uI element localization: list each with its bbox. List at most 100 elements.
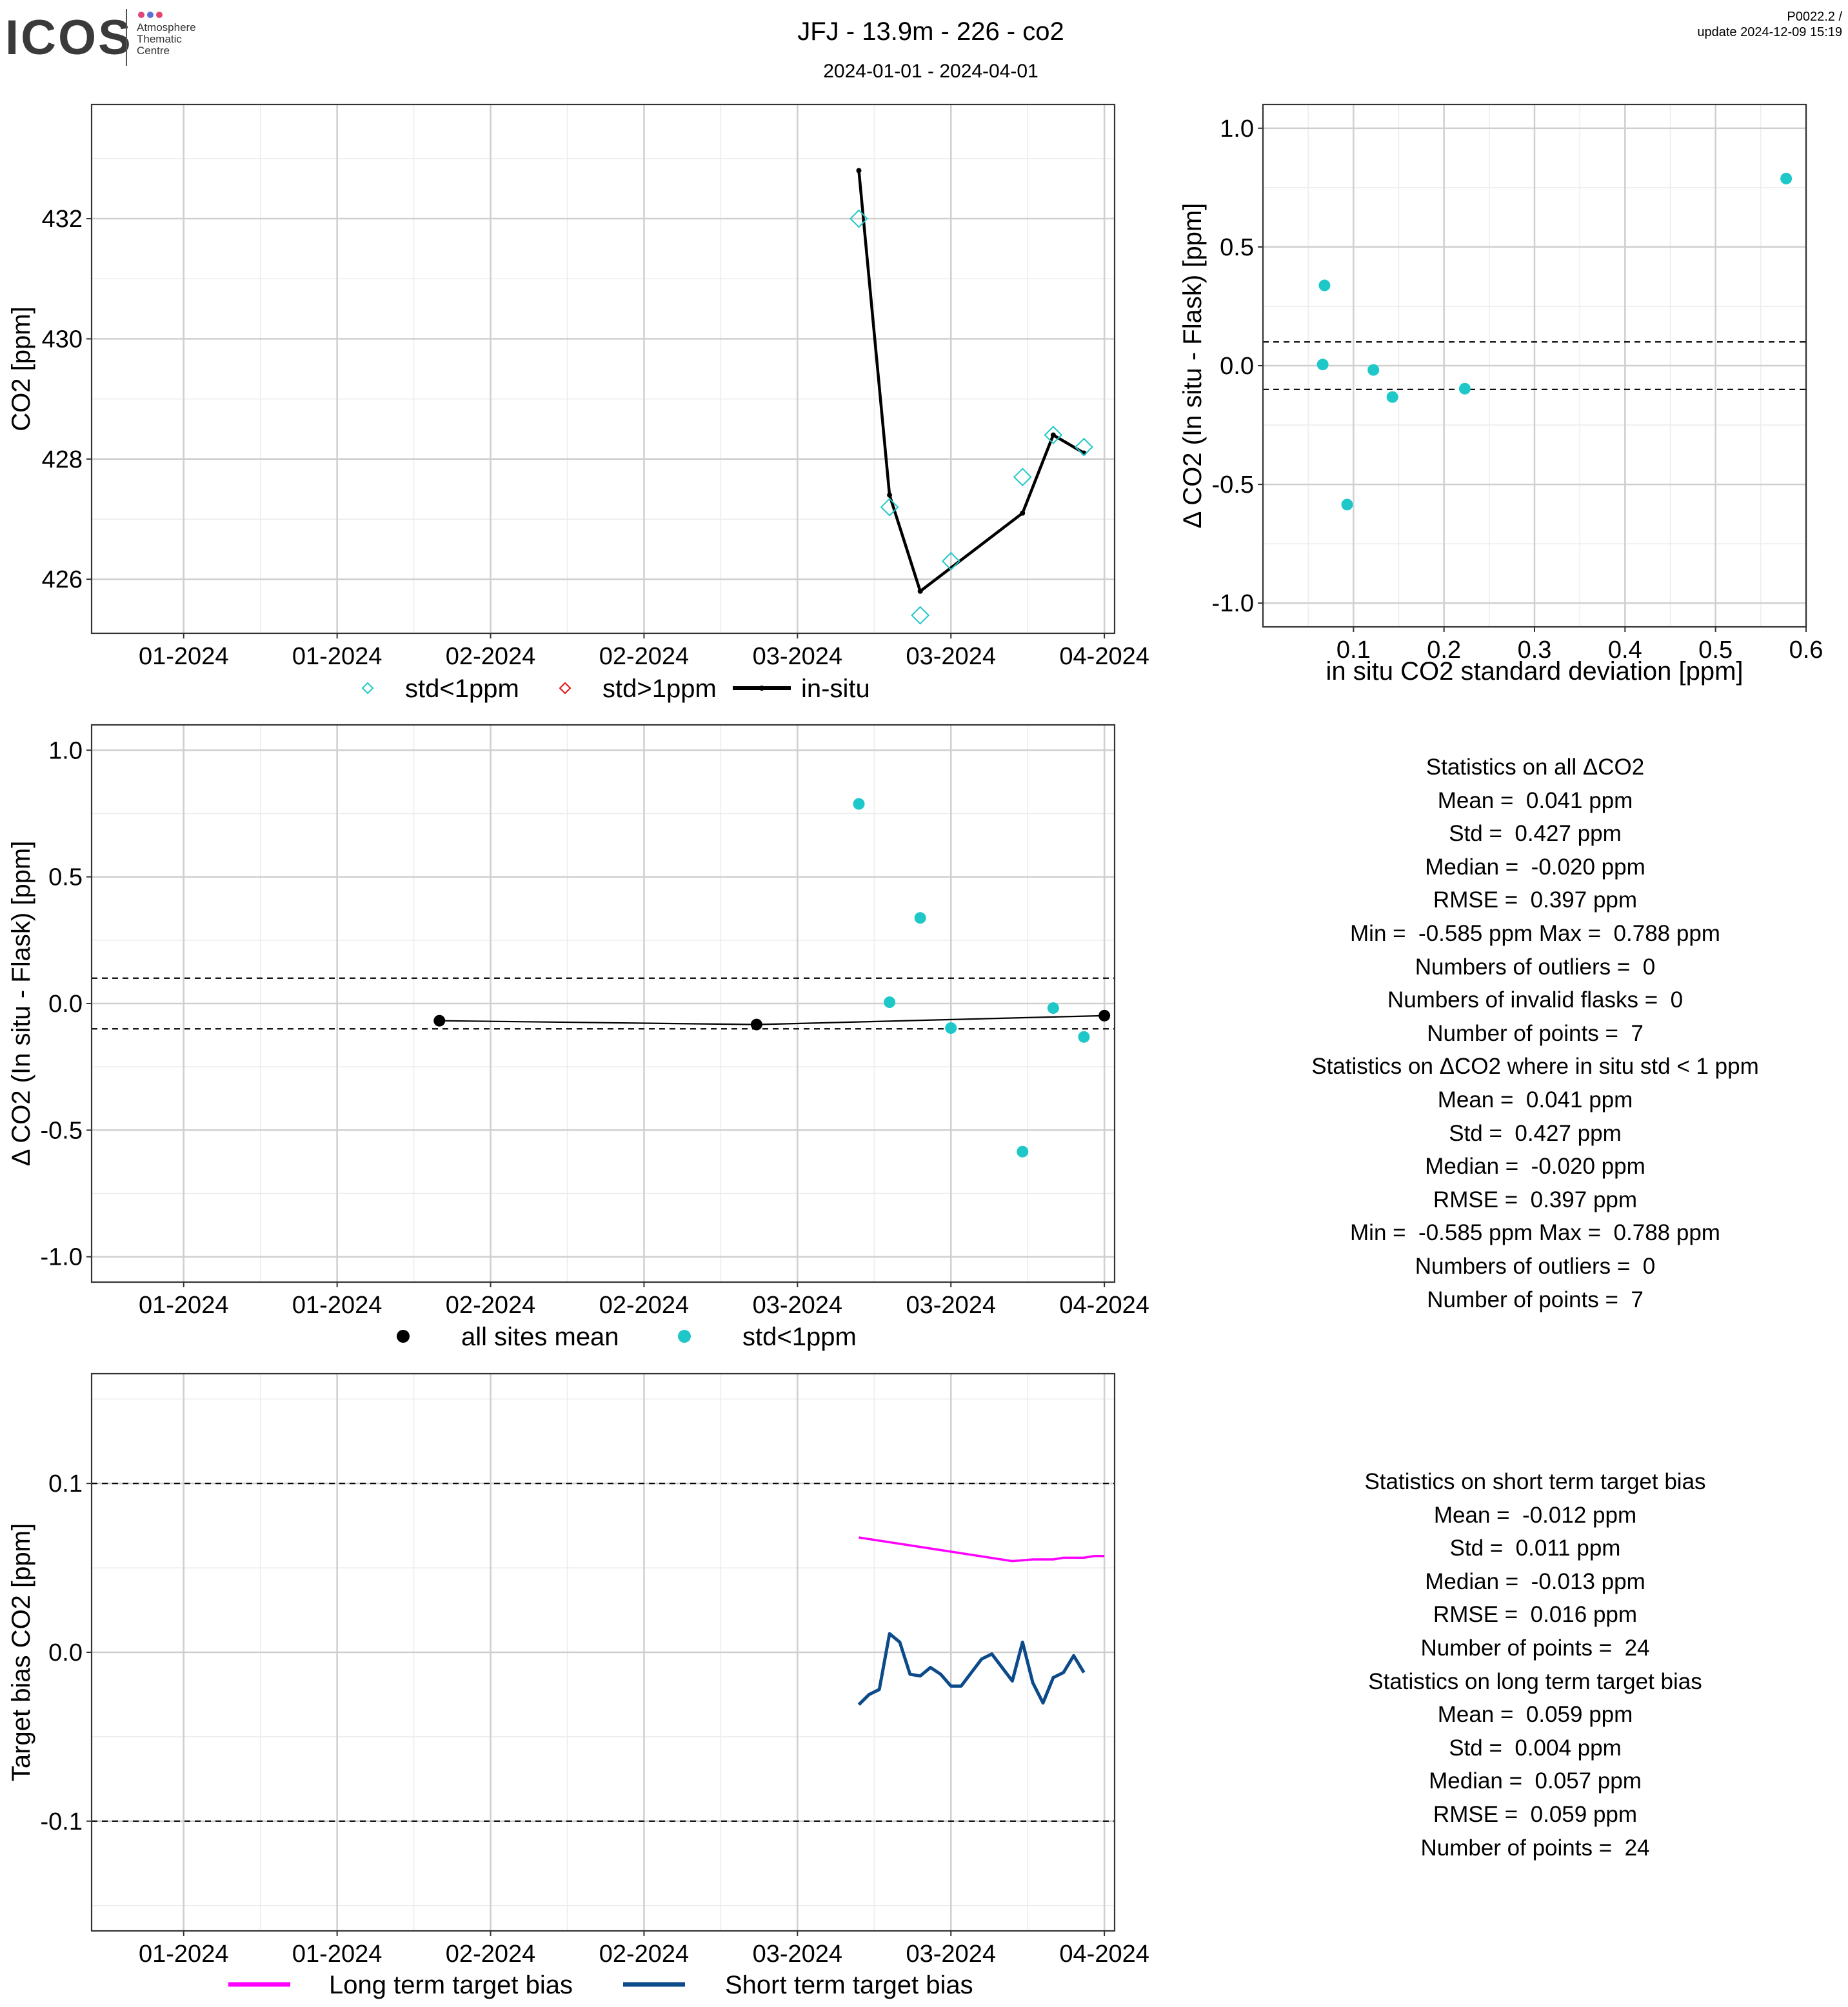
panel-co2-timeseries: 01-2024 01-2024 02-2024 02-2024 03-2024 03-20…	[7, 103, 1149, 703]
legend-swatch	[559, 682, 571, 695]
scatter-point	[1367, 364, 1380, 376]
y-tick-label: 1.0	[1220, 115, 1254, 143]
all-sites-mean-point	[750, 1018, 762, 1031]
y-axis-label: CO2 [ppm]	[7, 306, 35, 431]
y-tick-label: 1.0	[48, 737, 83, 764]
panel-delta-timeseries: 01-2024 01-2024 02-2024 02-2024 03-2024 03-20…	[7, 724, 1149, 1351]
stats-line: Std = 0.004 ppm	[1449, 1735, 1622, 1761]
y-tick-label: 430	[42, 326, 83, 353]
flask-delta-point	[884, 996, 896, 1009]
legend-swatch	[361, 682, 374, 695]
stats-line: Statistics on ΔCO2 where in situ std < 1…	[1311, 1054, 1759, 1080]
x-tick-label: 0.2	[1427, 637, 1461, 664]
panel-delta-vs-std: 0.1 0.2 0.3 0.4 0.5 0.6 -1.0 -0.5 0.0 0.5 1.0 Δ CO2…	[1178, 103, 1823, 686]
plot-border	[90, 1372, 1116, 1932]
y-tick-label: -0.5	[1212, 471, 1254, 499]
in-situ-point	[1050, 432, 1056, 438]
y-tick-label: -0.1	[41, 1808, 83, 1835]
x-tick-label: 02-2024	[599, 1941, 689, 1968]
flask-diamond	[941, 551, 960, 571]
x-tick-label: 0.1	[1336, 637, 1371, 664]
stats-line: Number of points = 24	[1420, 1635, 1650, 1661]
flask-delta-point	[1047, 1002, 1059, 1014]
legend-label: in-situ	[801, 675, 870, 703]
plot-border	[90, 724, 1116, 1283]
flask-delta-point	[1078, 1031, 1090, 1043]
logo-line-3: Centre	[137, 44, 170, 57]
x-tick-label: 03-2024	[906, 1941, 996, 1968]
x-tick-label: 01-2024	[139, 643, 228, 670]
flask-delta-point	[945, 1022, 957, 1034]
short-term-bias-line	[857, 1632, 1086, 1706]
x-tick-label: 03-2024	[753, 1292, 842, 1319]
x-tick-label: 01-2024	[139, 1292, 228, 1319]
y-tick-label: 0.0	[48, 1639, 83, 1666]
logo-dot-3	[156, 12, 163, 18]
stats-line: Median = -0.013 ppm	[1425, 1568, 1645, 1594]
x-tick-label: 03-2024	[753, 643, 842, 670]
all-sites-mean-line	[439, 1014, 1105, 1025]
stats-line: Statistics on all ΔCO2	[1426, 755, 1645, 780]
x-tick-label: 03-2024	[906, 1292, 996, 1319]
flask-diamond	[1075, 437, 1093, 457]
scatter-point	[1318, 279, 1331, 292]
stats-line: Numbers of invalid flasks = 0	[1387, 987, 1684, 1013]
flask-diamond	[849, 209, 868, 228]
stats-line: Median = -0.020 ppm	[1425, 854, 1645, 880]
stats-line: Number of points = 24	[1420, 1835, 1650, 1861]
stats-line: Statistics on long term target bias	[1368, 1668, 1702, 1694]
legend-swatch	[397, 1330, 410, 1343]
legend-label: std<1ppm	[405, 675, 519, 703]
x-tick-label: 04-2024	[1059, 1292, 1149, 1319]
stats-line: Number of points = 7	[1427, 1287, 1644, 1312]
x-tick-label: 01-2024	[292, 1941, 382, 1968]
in-situ-point	[1020, 510, 1026, 516]
x-tick-label: 04-2024	[1059, 643, 1149, 670]
x-tick-label: 02-2024	[446, 643, 535, 670]
flask-diamond	[880, 497, 899, 517]
x-tick-label: 01-2024	[292, 1292, 382, 1319]
logo-dot-1	[138, 12, 144, 18]
figure-subtitle: 2024-01-01 - 2024-04-01	[823, 61, 1038, 82]
y-axis-label: Δ CO2 (In situ - Flask) [ppm]	[1178, 203, 1207, 529]
logo-text: ICOS	[5, 10, 133, 65]
x-tick-label: 0.6	[1789, 637, 1823, 664]
x-tick-label: 02-2024	[599, 643, 689, 670]
y-axis-label: Δ CO2 (In situ - Flask) [ppm]	[7, 841, 35, 1167]
stats-line: Mean = 0.059 ppm	[1437, 1702, 1633, 1728]
in-situ-line	[857, 170, 1085, 594]
x-tick-label: 04-2024	[1059, 1941, 1149, 1968]
stats-line: Std = 0.427 ppm	[1449, 821, 1622, 847]
x-tick-label: 03-2024	[906, 643, 996, 670]
stats-line: Std = 0.011 ppm	[1449, 1536, 1621, 1561]
logo-line-2: Thematic	[137, 33, 182, 45]
in-situ-point	[887, 492, 893, 498]
stats-line: Min = -0.585 ppm Max = 0.788 ppm	[1350, 920, 1720, 946]
y-tick-label: -1.0	[1212, 590, 1254, 617]
x-axis-label: in situ CO2 standard deviation [ppm]	[1326, 657, 1743, 686]
y-tick-label: 0.0	[1220, 353, 1254, 380]
stats-line: Median = -0.020 ppm	[1425, 1154, 1645, 1180]
x-tick-label: 02-2024	[446, 1292, 535, 1319]
scatter-point	[1386, 391, 1398, 403]
stats-line: Numbers of outliers = 0	[1415, 954, 1656, 980]
stats-line: Mean = 0.041 ppm	[1437, 787, 1633, 813]
in-situ-point	[856, 168, 862, 173]
flask-diamond	[1044, 426, 1063, 444]
figure-title: JFJ - 13.9m - 226 - co2	[797, 17, 1064, 46]
y-tick-label: 0.1	[48, 1470, 83, 1498]
stats-line: Min = -0.585 ppm Max = 0.788 ppm	[1350, 1220, 1720, 1246]
y-tick-label: -0.5	[41, 1117, 83, 1144]
legend-swatch	[678, 1330, 691, 1343]
logo-line-1: Atmosphere	[137, 21, 196, 34]
legend-label: std>1ppm	[602, 675, 717, 703]
all-sites-mean-point	[433, 1014, 446, 1027]
x-tick-label: 02-2024	[599, 1292, 689, 1319]
x-tick-label: 0.4	[1608, 637, 1642, 664]
stats-line: Number of points = 7	[1427, 1020, 1644, 1046]
y-tick-label: 428	[42, 446, 83, 473]
legend-label: Long term target bias	[329, 1971, 573, 1999]
stats-line: Mean = -0.012 ppm	[1433, 1502, 1637, 1528]
all-sites-mean-point	[1098, 1009, 1111, 1022]
